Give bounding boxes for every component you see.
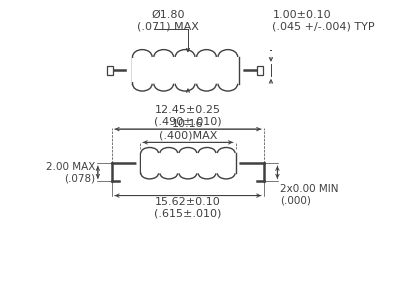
Text: 10.16
(.400)MAX: 10.16 (.400)MAX (159, 119, 217, 141)
FancyBboxPatch shape (127, 52, 243, 88)
Text: 2.00 MAX
(.078): 2.00 MAX (.078) (46, 162, 96, 183)
Text: 15.62±0.10
(.615±.010): 15.62±0.10 (.615±.010) (154, 197, 222, 219)
FancyBboxPatch shape (141, 154, 235, 172)
FancyBboxPatch shape (136, 150, 240, 177)
Bar (257, 66, 263, 75)
Bar (107, 66, 113, 75)
Text: Ø1.80
(.071) MAX: Ø1.80 (.071) MAX (137, 10, 199, 31)
Text: 2x0.00 MIN
(.000): 2x0.00 MIN (.000) (280, 184, 338, 206)
Text: 12.45±0.25
(.490±.010): 12.45±0.25 (.490±.010) (154, 105, 222, 127)
FancyBboxPatch shape (132, 58, 238, 82)
Text: 1.00±0.10
(.045 +/-.004) TYP: 1.00±0.10 (.045 +/-.004) TYP (272, 10, 375, 31)
